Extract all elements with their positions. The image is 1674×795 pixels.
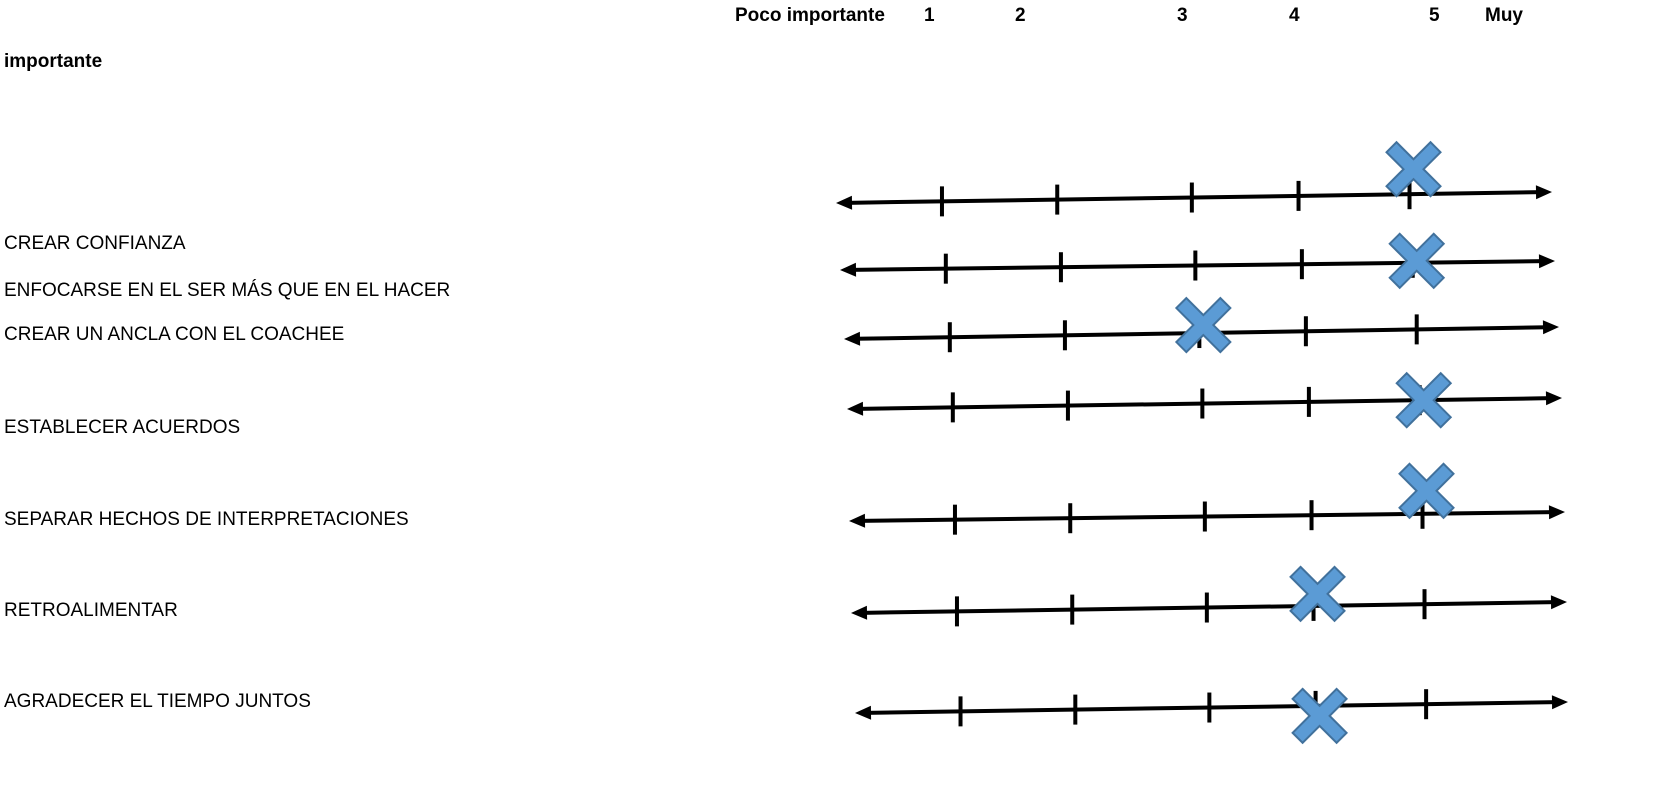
- item-label-crear-ancla: CREAR UN ANCLA CON EL COACHEE: [4, 324, 345, 345]
- right-arrow-icon: [1550, 595, 1567, 610]
- scale-line: [866, 700, 1557, 715]
- item-label-separar-hechos: SEPARAR HECHOS DE INTERPRETACIONES: [4, 509, 409, 530]
- x-mark-icon: [1289, 565, 1346, 623]
- x-mark-icon: [1385, 140, 1442, 198]
- x-mark-icon: [1395, 371, 1453, 429]
- scale-number-2: 2: [1015, 5, 1026, 26]
- left-arrow-icon: [847, 401, 864, 416]
- right-arrow-icon: [1538, 254, 1555, 269]
- right-arrow-icon: [1545, 391, 1562, 406]
- left-arrow-icon: [844, 331, 861, 346]
- rating-scale-row: [849, 462, 1565, 535]
- rating-scale-row: [840, 232, 1555, 290]
- scale-line: [858, 396, 1551, 411]
- scale-number-3: 3: [1177, 5, 1188, 26]
- left-arrow-icon: [840, 262, 857, 277]
- high-importance-label-continued: importante: [4, 51, 103, 72]
- left-arrow-icon: [855, 705, 872, 720]
- x-mark-icon: [1388, 232, 1446, 290]
- right-arrow-icon: [1535, 185, 1552, 200]
- rating-scale-row: [851, 565, 1567, 627]
- left-arrow-icon: [836, 195, 853, 210]
- rating-scale-row: [836, 140, 1552, 217]
- item-label-enfocarse: ENFOCARSE EN EL SER MÁS QUE EN EL HACER: [4, 280, 451, 301]
- rating-scale-row: [855, 687, 1568, 745]
- scale-number-5: 5: [1429, 5, 1440, 26]
- right-arrow-icon: [1548, 505, 1565, 520]
- left-arrow-icon: [849, 513, 866, 528]
- right-arrow-icon: [1542, 320, 1559, 335]
- scale-line: [851, 259, 1544, 272]
- scale-number-1: 1: [924, 5, 935, 26]
- low-importance-label: Poco importante: [735, 5, 885, 26]
- scale-line: [860, 510, 1554, 523]
- rating-scale-row: [844, 296, 1559, 354]
- scale-line: [862, 600, 1556, 615]
- high-importance-label: Muy: [1485, 5, 1523, 26]
- scale-number-4: 4: [1289, 5, 1300, 26]
- item-label-agradecer: AGRADECER EL TIEMPO JUNTOS: [4, 691, 311, 712]
- scale-line: [847, 190, 1541, 205]
- x-mark-icon: [1398, 462, 1455, 520]
- right-arrow-icon: [1551, 695, 1568, 710]
- x-mark-icon: [1174, 296, 1232, 354]
- rating-scale-row: [847, 371, 1562, 429]
- x-mark-icon: [1291, 687, 1349, 745]
- item-label-establecer-acuerdos: ESTABLECER ACUERDOS: [4, 417, 241, 438]
- item-label-retroalimentar: RETROALIMENTAR: [4, 600, 178, 621]
- left-arrow-icon: [851, 605, 868, 620]
- item-label-crear-confianza: CREAR CONFIANZA: [4, 233, 186, 254]
